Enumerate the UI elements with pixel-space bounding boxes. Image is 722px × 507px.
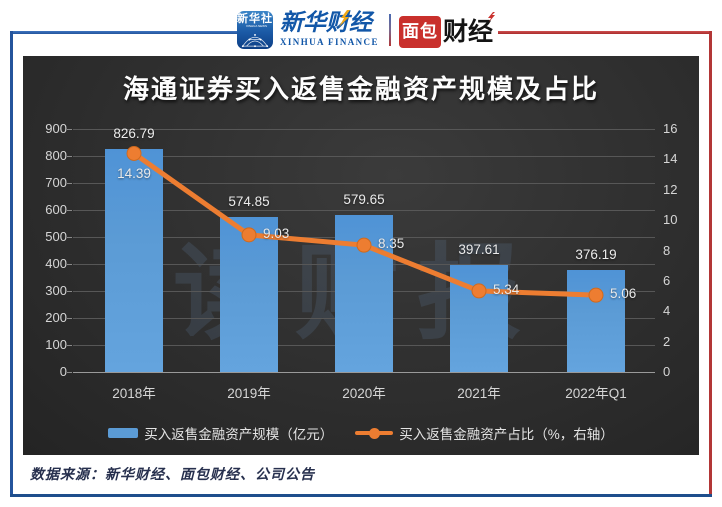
xinhua-news-logo-title: 新华社 xyxy=(237,13,273,25)
line-value-label-2022年Q1: 5.06 xyxy=(610,286,637,302)
line-value-label-2018年: 14.39 xyxy=(117,166,151,182)
gridline-0 xyxy=(73,372,655,373)
right-axis-tick-10: 10 xyxy=(663,212,678,228)
right-axis-tick-12: 12 xyxy=(663,181,678,197)
data-source-note: 数据来源：新华财经、面包财经、公司公告 xyxy=(30,468,315,483)
x-axis-label-2021年: 2021年 xyxy=(457,386,501,401)
gridline-900 xyxy=(73,129,655,130)
left-axis-tick-700: 700 xyxy=(45,175,67,190)
bar-2019年 xyxy=(220,216,278,372)
bar-2022年Q1 xyxy=(567,270,625,372)
x-axis-label-2020年: 2020年 xyxy=(342,386,386,401)
left-tick-400 xyxy=(67,264,72,265)
left-axis-tick-100: 100 xyxy=(45,337,67,352)
gridline-700 xyxy=(73,183,655,184)
mianbao-boxed-text: 面包 xyxy=(399,16,441,48)
gridline-800 xyxy=(73,156,655,157)
frame-top-right-red xyxy=(498,31,712,34)
legend-item-bar: 买入返售金融资产规模（亿元） xyxy=(108,423,333,443)
bar-value-label-2020年: 579.65 xyxy=(343,192,385,208)
x-axis-label-2022年Q1: 2022年Q1 xyxy=(565,386,627,401)
x-axis-label-2018年: 2018年 xyxy=(112,386,156,401)
line-marker-dot-icon xyxy=(369,427,381,439)
xinhua-news-logo-subtitle: XINHUA NEWS xyxy=(246,25,268,28)
mianbao-finance-logo: 面包 财经 xyxy=(399,12,496,50)
line-marker-2021年 xyxy=(471,283,487,299)
left-tick-200 xyxy=(67,318,72,319)
x-axis-label-2019年: 2019年 xyxy=(227,386,271,401)
line-value-label-2021年: 5.34 xyxy=(493,281,520,297)
left-tick-600 xyxy=(67,210,72,211)
left-axis-tick-800: 800 xyxy=(45,148,67,163)
line-value-label-2019年: 9.03 xyxy=(263,225,290,241)
frame-left-blue xyxy=(10,31,13,497)
legend-item-line: 买入返售金融资产占比（%，右轴） xyxy=(355,423,614,443)
globe-network-icon xyxy=(241,33,269,48)
lightning-bolt-icon xyxy=(339,10,350,27)
right-axis-tick-2: 2 xyxy=(663,333,671,349)
right-axis-tick-16: 16 xyxy=(663,121,678,136)
line-marker-2020年 xyxy=(356,237,372,253)
frame-top-left-blue xyxy=(10,31,237,34)
frame-right-red xyxy=(709,31,712,494)
right-axis-tick-4: 4 xyxy=(663,303,671,319)
mianbao-red-accent-icon xyxy=(488,12,496,22)
xinhua-news-logo: 新华社 XINHUA NEWS xyxy=(237,11,273,49)
legend-label-line: 买入返售金融资产占比（%，右轴） xyxy=(399,427,614,442)
left-tick-800 xyxy=(67,156,72,157)
left-tick-700 xyxy=(67,183,72,184)
logo-divider xyxy=(389,14,391,46)
left-axis-tick-500: 500 xyxy=(45,229,67,244)
right-axis-tick-8: 8 xyxy=(663,242,671,258)
line-marker-2018年 xyxy=(126,145,142,161)
left-axis-tick-300: 300 xyxy=(45,283,67,298)
bar-value-label-2018年: 826.79 xyxy=(113,125,155,141)
header-logos: 新华社 XINHUA NEWS 新华财经 XINHUA FINANCE 面包 财经 xyxy=(233,7,503,53)
left-axis-tick-900: 900 xyxy=(45,121,67,136)
bar-2018年 xyxy=(105,148,163,372)
xinhua-finance-logo: 新华财经 XINHUA FINANCE xyxy=(280,9,390,53)
right-axis-tick-14: 14 xyxy=(663,151,678,167)
xinhua-finance-en: XINHUA FINANCE xyxy=(280,37,379,47)
line-swatch-icon xyxy=(355,427,394,439)
mianbao-rest-text: 财经 xyxy=(443,18,494,46)
line-marker-2019年 xyxy=(241,227,257,243)
left-axis-tick-600: 600 xyxy=(45,202,67,217)
right-axis-tick-6: 6 xyxy=(663,272,671,288)
left-tick-0 xyxy=(67,372,72,373)
bar-value-label-2019年: 574.85 xyxy=(228,193,270,209)
xinhua-finance-wordmark: 新华财经 xyxy=(280,9,372,35)
legend-label-bar: 买入返售金融资产规模（亿元） xyxy=(144,427,334,442)
left-axis-tick-200: 200 xyxy=(45,310,67,325)
bar-value-label-2021年: 397.61 xyxy=(458,241,500,257)
legend: 买入返售金融资产规模（亿元） 买入返售金融资产占比（%，右轴） xyxy=(23,423,699,443)
left-tick-500 xyxy=(67,237,72,238)
left-tick-100 xyxy=(67,345,72,346)
left-tick-300 xyxy=(67,291,72,292)
right-axis-tick-0: 0 xyxy=(663,364,671,379)
bar-swatch-icon xyxy=(108,428,139,438)
ratio-line xyxy=(132,151,597,298)
chart-panel: 读财报 海通证券买入返售金融资产规模及占比 010020030040050060… xyxy=(23,56,699,455)
line-series-layer xyxy=(126,145,604,303)
left-tick-900 xyxy=(67,129,72,130)
left-axis-tick-0: 0 xyxy=(59,364,67,379)
left-axis-tick-400: 400 xyxy=(45,256,67,271)
line-marker-2022年Q1 xyxy=(588,287,604,303)
chart-title: 海通证券买入返售金融资产规模及占比 xyxy=(122,74,599,104)
bar-value-label-2022年Q1: 376.19 xyxy=(575,247,617,263)
frame-bottom-blue xyxy=(10,494,712,497)
line-value-label-2020年: 8.35 xyxy=(378,236,405,252)
gridline-600 xyxy=(73,210,655,211)
